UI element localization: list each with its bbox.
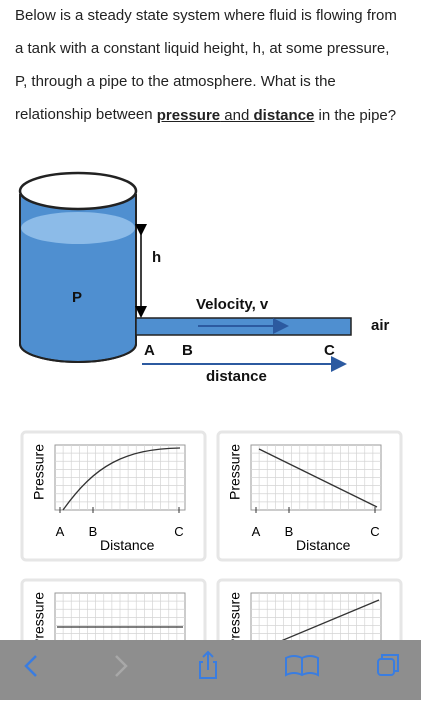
x-tick-label: A	[56, 524, 65, 539]
point-label: A	[144, 342, 155, 359]
point-label: B	[182, 342, 193, 359]
browser-toolbar	[0, 640, 421, 700]
tank	[18, 171, 138, 363]
pressure-label: P	[72, 289, 82, 306]
height-label: h	[152, 249, 161, 266]
point-label: C	[324, 342, 335, 359]
text: in the pipe?	[314, 107, 397, 124]
question-text: Below is a steady state system where flu…	[15, 0, 400, 132]
text: and	[220, 107, 254, 124]
y-axis-label: Pressure	[227, 444, 243, 500]
velocity-label: Velocity, v	[196, 296, 269, 313]
figure: h P Velocity, v air A B C distance Press…	[18, 171, 403, 640]
y-axis-label: Pressure	[227, 592, 243, 640]
toolbar-icons	[24, 650, 399, 679]
tabs-button[interactable]	[377, 654, 399, 676]
x-tick-label: C	[174, 524, 183, 539]
x-tick-label: B	[285, 524, 294, 539]
answer-option[interactable]: Pressure A B C Distance	[20, 430, 207, 562]
back-button[interactable]	[24, 655, 37, 677]
option-curve	[281, 599, 380, 640]
option-curve	[258, 448, 378, 508]
y-axis-label: Pressure	[31, 444, 47, 500]
answer-option[interactable]: Pressure A B C Distance	[216, 430, 403, 562]
y-axis-label: Pressure	[31, 592, 47, 640]
x-axis-label: Distance	[100, 537, 155, 553]
text: Below is a steady state system where flu…	[15, 7, 397, 123]
x-tick-label: B	[89, 524, 98, 539]
forward-button[interactable]	[115, 655, 128, 677]
bookmarks-button[interactable]	[285, 655, 319, 677]
keyword: distance	[253, 107, 315, 124]
x-axis-label: Distance	[296, 537, 351, 553]
outlet-label: air	[371, 317, 390, 334]
emphasis: pressure and distance	[157, 107, 315, 124]
option-curve	[62, 447, 181, 511]
x-tick-label: A	[252, 524, 261, 539]
keyword: pressure	[156, 107, 221, 124]
share-button[interactable]	[199, 650, 217, 679]
x-tick-label: C	[370, 524, 379, 539]
axis-label: distance	[206, 368, 267, 385]
